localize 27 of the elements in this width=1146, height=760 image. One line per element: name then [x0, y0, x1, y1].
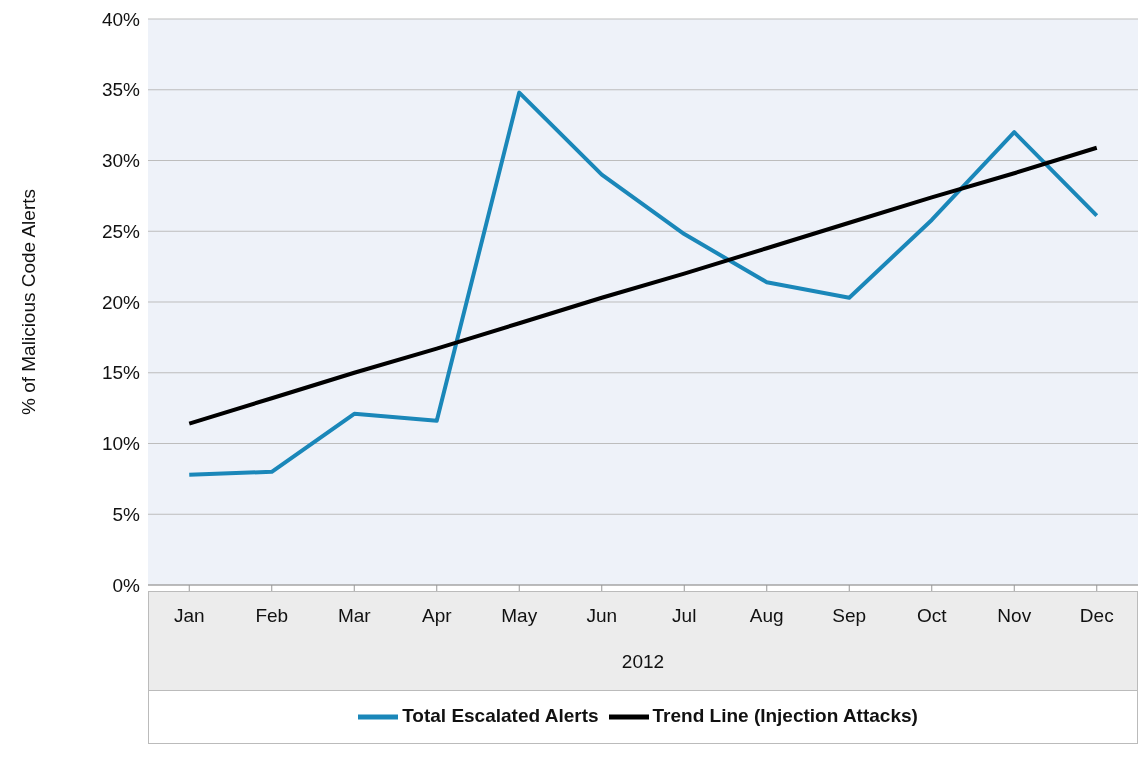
y-tick-label: 30% [101, 150, 141, 172]
line-series [187, 90, 1099, 477]
legend-label: Trend Line (Injection Attacks) [652, 705, 918, 727]
x-tick-label: Apr [421, 605, 453, 627]
x-tick-label: Jan [173, 605, 205, 627]
x-tick-label: Oct [916, 605, 948, 627]
x-tick-label: Feb [255, 605, 289, 627]
x-tick-label: Mar [337, 605, 372, 627]
y-tick-label: 5% [112, 503, 141, 525]
legend-label: Total Escalated Alerts [402, 705, 599, 727]
y-tick-label: 40% [101, 8, 141, 30]
x-tick-label: May [501, 605, 538, 627]
y-tick-label: 20% [101, 291, 141, 313]
x-axis-title: 2012 [621, 651, 665, 672]
x-tick-label: Dec [1079, 605, 1114, 627]
line-series [187, 145, 1099, 426]
y-axis-title: % of Malicious Code Alerts [17, 189, 39, 415]
y-tick-label: 25% [101, 220, 141, 242]
x-tick-label: Nov [997, 605, 1032, 627]
y-tick-label: 35% [101, 79, 141, 101]
x-tick-label: Aug [749, 605, 784, 627]
x-tick-label: Jun [586, 605, 618, 627]
y-tick-label: 0% [112, 574, 141, 596]
y-tick-label: 15% [101, 362, 141, 384]
y-tick-label: 10% [101, 433, 141, 455]
x-tick-label: Sep [832, 605, 867, 627]
x-tick-label: Jul [672, 605, 697, 627]
